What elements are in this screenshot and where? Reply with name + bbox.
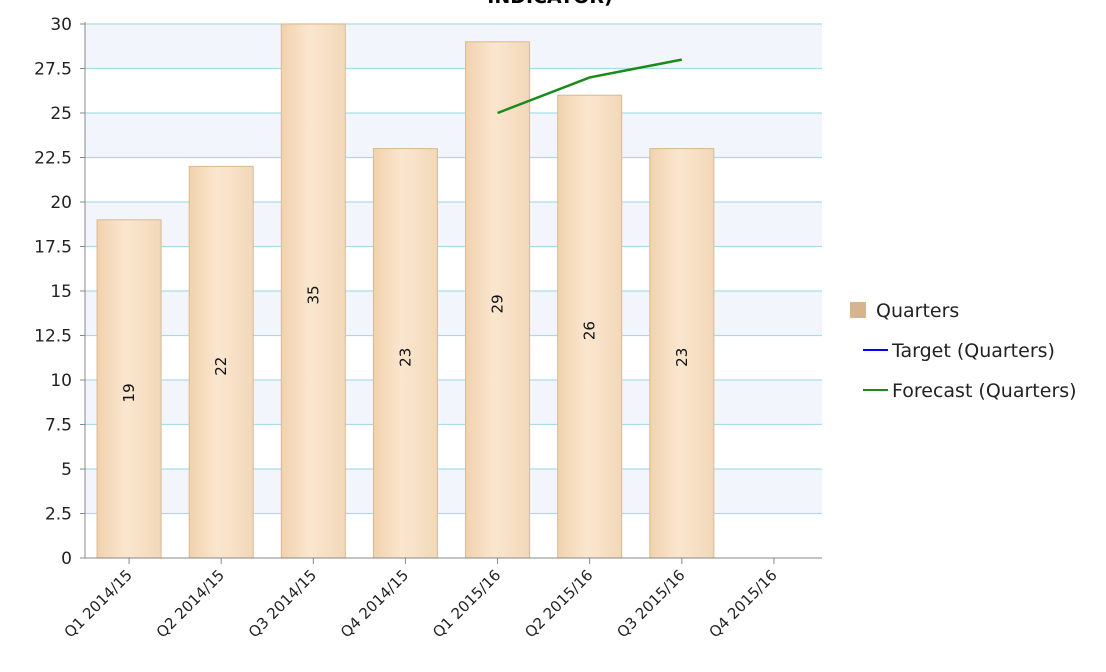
bar-6 [557,94,623,559]
y-tick-label: 27.5 [34,60,72,80]
y-tick-label: 10 [50,371,72,391]
y-tick-label: 12.5 [34,327,72,347]
axes [80,22,822,564]
bar-2 [188,165,254,559]
legend-label: Target (Quarters) [891,340,1055,362]
y-tick-label: 22.5 [34,149,72,169]
bar-value-label: 23 [396,348,414,367]
line-forecast-quarters [497,58,683,115]
bar-value-label: 26 [581,321,599,340]
y-tick-label: 17.5 [34,238,72,258]
y-tick-label: 0 [61,549,72,569]
y-tick-label: 20 [50,193,72,213]
legend-label: Quarters [876,300,959,322]
legend-swatch [850,302,866,318]
plot-band [85,24,822,69]
bar-value-label: 23 [673,348,691,367]
x-tick-label: Q3 2015/16 [613,566,688,641]
bar-value-label: 29 [489,294,507,313]
bar-3 [280,23,346,559]
bar-4 [372,148,438,559]
x-tick-label: Q1 2015/16 [429,566,504,641]
chart-title: INDICATOR) [487,0,612,8]
bar-value-label: 19 [120,383,138,402]
y-tick-label: 7.5 [45,416,72,436]
y-tick-label: 2.5 [45,505,72,525]
x-tick-label: Q4 2015/16 [706,566,781,641]
x-tick-label: Q1 2014/15 [61,566,136,641]
bars-layer [96,23,715,559]
legend-label: Forecast (Quarters) [892,380,1077,402]
bar-5 [465,41,531,559]
y-tick-label: 30 [50,15,72,35]
bar-value-label: 22 [212,357,230,376]
y-tick-label: 15 [50,282,72,302]
lines-layer [497,58,683,115]
bar-1 [96,219,162,559]
y-tick-label: 25 [50,104,72,124]
x-tick-label: Q2 2015/16 [521,566,596,641]
bar-value-label: 35 [304,285,322,304]
y-tick-label: 5 [61,460,72,480]
legend: Quarters Target (Quarters) Forecast (Quart… [850,300,1077,402]
x-tick-label: Q4 2014/15 [337,566,412,641]
x-tick-label: Q2 2014/15 [153,566,228,641]
x-tick-label: Q3 2014/15 [245,566,320,641]
